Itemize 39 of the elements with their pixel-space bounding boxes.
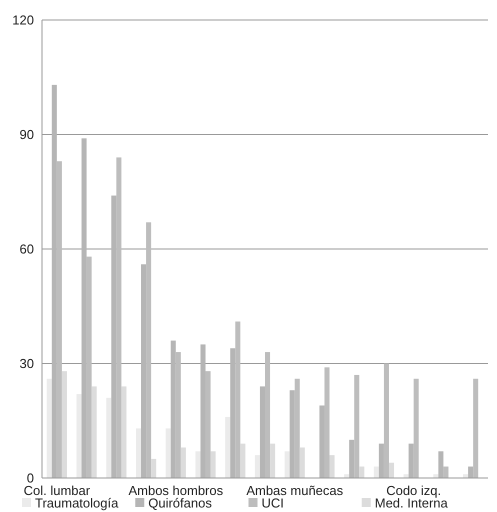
x-tick-label: Ambas muñecas [246,483,344,498]
bar [254,455,260,478]
bar [433,474,438,478]
y-tick-label: 0 [26,470,34,486]
bar [225,416,230,478]
bar [374,466,379,478]
bar [270,444,276,478]
x-tick-label: Col. lumbar [24,483,91,498]
y-tick-label: 90 [20,127,34,142]
bar [62,371,67,478]
bar [121,386,126,478]
y-tick-label: 120 [12,12,34,28]
bar [151,458,156,478]
x-tick-label: Codo izq. [386,483,442,498]
bar [284,451,290,478]
legend-label: UCI [262,496,284,511]
bar [344,474,350,478]
y-tick-label: 30 [20,356,34,372]
bar [210,451,216,478]
bar [300,447,305,478]
bar [463,474,468,478]
bar [240,444,246,478]
legend-label: Quirófanos [148,496,212,511]
x-tick-label: Ambos hombros [128,483,224,498]
bar [195,451,200,478]
bar [76,394,82,478]
bar [166,428,171,478]
bar [388,462,394,478]
bar [92,386,97,478]
bar [359,466,364,478]
legend-label: Med. Interna [374,496,449,511]
bar [330,455,335,478]
y-tick-label: 60 [20,242,34,257]
bar [46,378,52,478]
bar [404,474,409,478]
legend-label: Traumatología [35,496,120,511]
bar [106,398,112,478]
bar [180,447,186,478]
bar [136,428,142,478]
